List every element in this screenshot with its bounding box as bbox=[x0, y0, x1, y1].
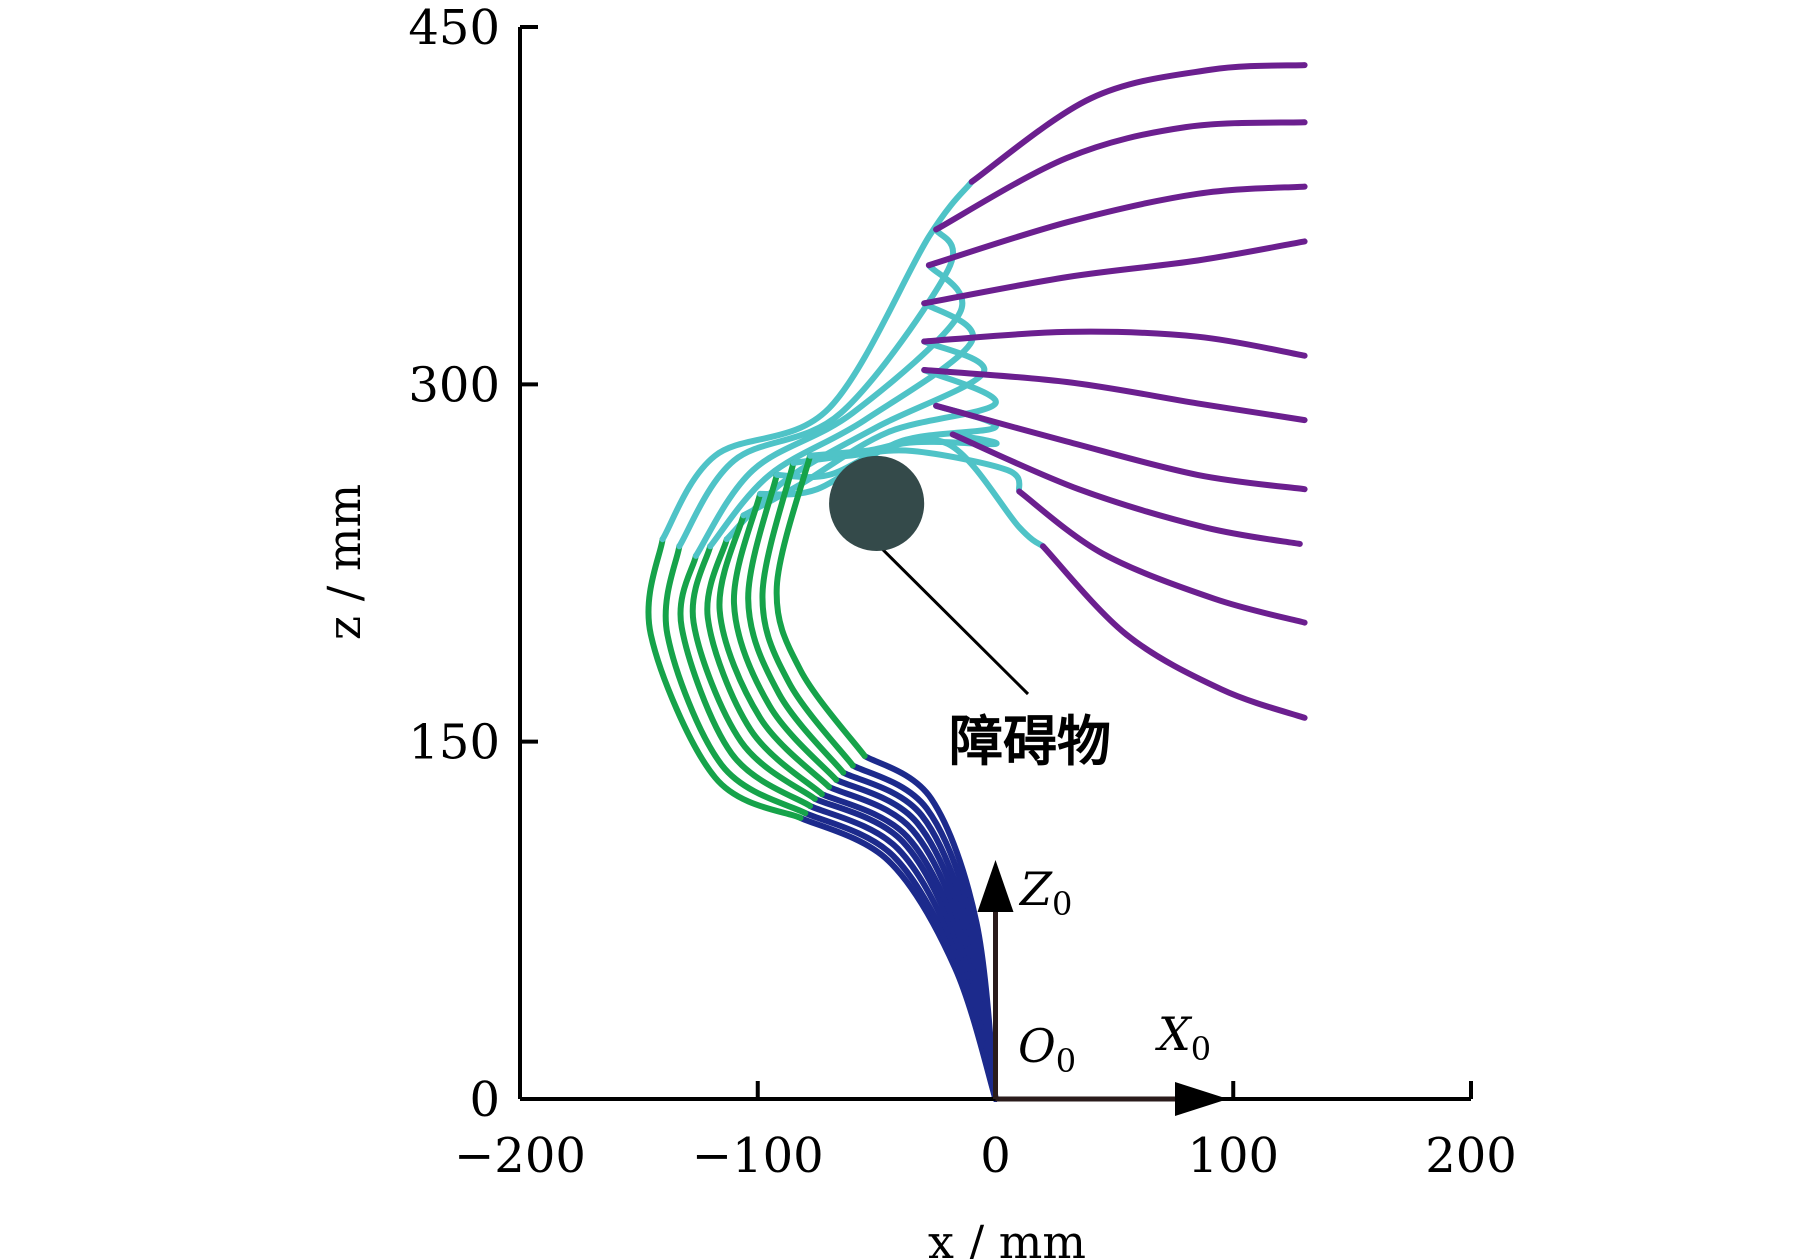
trajectory-8-segment4 bbox=[949, 431, 1303, 547]
trajectory-10-segment3 bbox=[807, 436, 1046, 550]
x0-label: X0 bbox=[1155, 1007, 1211, 1068]
trajectory-6-segment2 bbox=[716, 512, 833, 790]
trajectory-9-segment4 bbox=[1016, 488, 1308, 626]
x-tick-label: −200 bbox=[454, 1128, 586, 1184]
x-tick-label: 100 bbox=[1187, 1128, 1279, 1184]
obstacle-leader-line bbox=[875, 542, 1030, 696]
trajectory-10-segment2 bbox=[773, 452, 868, 759]
x-tick-label: −100 bbox=[692, 1128, 824, 1184]
x-axis-label: x / mm bbox=[928, 1215, 1086, 1259]
trajectory-5-segment4 bbox=[921, 328, 1308, 359]
z0-arrow-head bbox=[977, 860, 1014, 912]
trajectory-4-segment4 bbox=[921, 238, 1308, 307]
trajectory-9-segment2 bbox=[759, 459, 856, 769]
obstacle-group: 障碍物 bbox=[829, 455, 1111, 773]
axes: −200 −100 0 100 200 0 150 300 450 bbox=[408, 0, 1516, 1184]
trajectory-10 bbox=[773, 436, 1308, 1102]
x-tick-label: 0 bbox=[980, 1128, 1011, 1184]
trajectory-3-segment2 bbox=[677, 552, 814, 809]
obstacle-circle bbox=[829, 455, 925, 551]
trajectory-7-segment4 bbox=[933, 402, 1308, 493]
coordinate-frame: Z0 O0 X0 bbox=[977, 860, 1228, 1116]
trajectory-10-segment1 bbox=[861, 753, 999, 1102]
obstacle-label: 障碍物 bbox=[949, 709, 1111, 773]
trajectory-1-segment4 bbox=[968, 62, 1308, 185]
origin-label: O0 bbox=[1018, 1019, 1076, 1080]
y-ticks: 0 150 300 450 bbox=[408, 0, 538, 1128]
axis-labels: x / mm z / mm bbox=[317, 484, 1086, 1259]
trajectory-4-segment2 bbox=[689, 543, 818, 802]
x0-arrow-head bbox=[1175, 1082, 1228, 1116]
trajectory-8-segment2 bbox=[745, 471, 847, 776]
trajectory-9-segment3 bbox=[790, 447, 1023, 495]
trajectory-3 bbox=[677, 183, 1308, 1102]
trajectory-2-segment2 bbox=[662, 543, 809, 817]
trajectory-2-segment4 bbox=[933, 119, 1308, 233]
y-tick-label: 300 bbox=[408, 357, 500, 413]
y-tick-label: 0 bbox=[469, 1072, 500, 1128]
trajectory-3-segment3 bbox=[692, 262, 966, 559]
trajectory-7-segment2 bbox=[730, 490, 840, 783]
trajectory-10-segment4 bbox=[1040, 543, 1308, 721]
x-ticks: −200 −100 0 100 200 bbox=[454, 1081, 1517, 1184]
trajectory-3-segment4 bbox=[925, 183, 1308, 269]
y-axis-label: z / mm bbox=[317, 484, 371, 640]
x-tick-label: 200 bbox=[1425, 1128, 1517, 1184]
trajectory-curves bbox=[645, 62, 1308, 1102]
y-tick-label: 450 bbox=[408, 0, 500, 56]
trajectory-4-segment3 bbox=[707, 300, 976, 550]
y-tick-label: 150 bbox=[408, 715, 500, 771]
z0-label: Z0 bbox=[1018, 862, 1072, 923]
trajectory-1-segment2 bbox=[645, 536, 804, 821]
trajectory-6-segment4 bbox=[921, 367, 1308, 424]
trajectory-5-segment2 bbox=[704, 536, 825, 798]
